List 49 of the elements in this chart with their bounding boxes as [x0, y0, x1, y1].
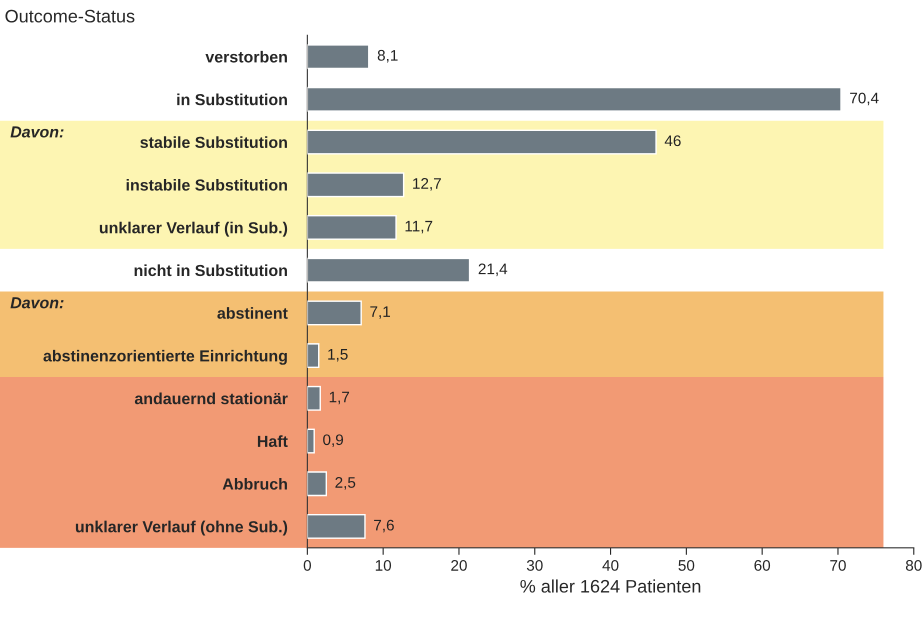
bar [307, 471, 328, 496]
bar [307, 514, 366, 539]
x-tick-label: 70 [830, 560, 846, 571]
y-tick-label: abstinent [217, 307, 288, 319]
y-tick-label: stabile Substitution [140, 136, 287, 148]
bar [307, 343, 320, 368]
x-tick-label: 40 [602, 560, 618, 571]
y-tick-label: abstinenzorientierte Einrichtung [43, 350, 287, 365]
data-label: 21,4 [478, 263, 508, 276]
data-label: 70,4 [850, 92, 879, 106]
y-tick-label: Abbruch [222, 478, 287, 490]
y-tick-label: unklarer Verlauf (ohne Sub.) [76, 520, 288, 536]
bar [307, 44, 370, 70]
x-tick-label: 20 [451, 560, 467, 571]
data-label: 1,7 [330, 392, 350, 404]
y-tick-label: andauernd stationär [134, 392, 288, 404]
bar [307, 215, 397, 240]
y-tick-label: nicht in Substitution [134, 264, 287, 276]
data-label: 46 [664, 135, 681, 146]
y-tick-label: Haft [258, 435, 288, 447]
y-tick-label: instabile Substitution [126, 178, 287, 191]
x-tick-label: 10 [376, 560, 392, 571]
y-tick-label: verstorben [205, 50, 287, 63]
x-tick-label: 30 [526, 560, 543, 571]
bar [307, 86, 842, 112]
bar [307, 386, 321, 411]
data-label: 8,1 [378, 50, 398, 63]
bar [307, 258, 470, 283]
band-label: Davon: [10, 126, 64, 138]
bar [307, 130, 657, 154]
y-tick-label: unklarer Verlauf (in Sub.) [100, 222, 288, 237]
bar [307, 172, 404, 198]
data-label: 1,5 [328, 349, 348, 362]
band-label: Davon: [10, 297, 64, 308]
x-tick-label: 0 [304, 560, 312, 571]
x-tick-label: 50 [678, 560, 694, 571]
data-label: 7,1 [370, 306, 390, 319]
data-label: 0,9 [323, 434, 344, 447]
data-label: 12,7 [413, 178, 441, 191]
data-label: 2,5 [335, 477, 356, 490]
x-axis-title: % aller 1624 Patienten [520, 579, 700, 593]
data-label: 11,7 [406, 220, 432, 234]
bar [307, 300, 362, 326]
y-tick-label: in Substitution [177, 94, 287, 106]
x-tick-label: 80 [906, 560, 922, 571]
x-tick-label: 60 [754, 560, 770, 571]
text: Outcome-Status [5, 10, 134, 23]
bar [307, 428, 315, 454]
data-label: 7,6 [374, 520, 394, 532]
